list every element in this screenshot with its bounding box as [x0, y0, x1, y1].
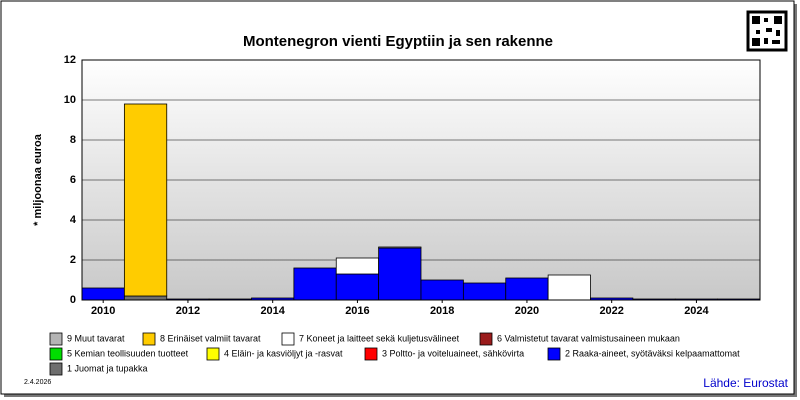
- x-tick-label: 2020: [515, 305, 539, 317]
- bar-segment: [420, 279, 464, 301]
- legend-label: 7 Koneet ja laitteet sekä kuljetusväline…: [299, 333, 460, 343]
- legend-label: 3 Poltto- ja voiteluaineet, sähkövirta: [382, 348, 524, 358]
- chart-title: Montenegron vienti Egyptiin ja sen raken…: [243, 33, 553, 50]
- legend-swatch: [49, 347, 63, 361]
- x-tick-label: 2018: [430, 305, 454, 317]
- y-tick-label: 0: [70, 294, 76, 306]
- x-tick-label: 2022: [599, 305, 623, 317]
- legend-swatch: [49, 332, 63, 346]
- legend-swatch: [281, 332, 295, 346]
- y-tick-label: 2: [70, 254, 76, 266]
- x-tick-label: 2014: [260, 305, 285, 317]
- legend-swatch: [206, 347, 220, 361]
- source: Lähde: Eurostat: [703, 376, 788, 390]
- legend-label: 1 Juomat ja tupakka: [67, 363, 148, 373]
- bar-segment: [462, 282, 507, 301]
- bar-segment: [335, 257, 380, 275]
- legend-label: 2 Raaka-aineet, syötäväksi kelpaamattoma…: [565, 348, 740, 358]
- plot-border: [81, 59, 761, 301]
- x-tick-label: 2024: [684, 305, 709, 317]
- legend-label: 9 Muut tavarat: [67, 333, 125, 343]
- bar-segment: [123, 103, 168, 297]
- legend-swatch: [49, 362, 63, 376]
- legend-label: 8 Erinäiset valmiit tavarat: [160, 333, 261, 343]
- x-tick-label: 2010: [91, 305, 115, 317]
- legend-label: 5 Kemian teollisuuden tuotteet: [67, 348, 189, 358]
- bar-segment: [378, 246, 422, 249]
- legend-label: 6 Valmistetut tavarat valmistusaineen mu…: [497, 333, 680, 343]
- bar-segment: [335, 273, 380, 301]
- legend-swatch: [142, 332, 156, 346]
- y-tick-label: 12: [64, 54, 76, 66]
- y-tick-label: 10: [64, 94, 76, 106]
- y-axis-label: * miljoonaa euroa: [32, 133, 44, 226]
- legend-label: 4 Eläin- ja kasviöljyt ja -rasvat: [224, 348, 343, 358]
- legend-swatch: [479, 332, 493, 346]
- bar-segment: [505, 277, 549, 301]
- x-tick-label: 2012: [176, 305, 200, 317]
- legend-swatch: [364, 347, 378, 361]
- bar-segment: [378, 247, 422, 301]
- y-tick-label: 8: [70, 134, 76, 146]
- y-tick-label: 6: [70, 174, 76, 186]
- x-tick-label: 2016: [345, 305, 369, 317]
- bar-segment: [81, 287, 125, 301]
- bar-segment: [547, 274, 591, 301]
- qr-code: [746, 10, 788, 52]
- bar-segment: [293, 267, 337, 301]
- bar-segment: [123, 295, 168, 301]
- y-tick-label: 4: [70, 214, 77, 226]
- legend-swatch: [547, 347, 561, 361]
- date: 2.4.2026: [24, 379, 51, 386]
